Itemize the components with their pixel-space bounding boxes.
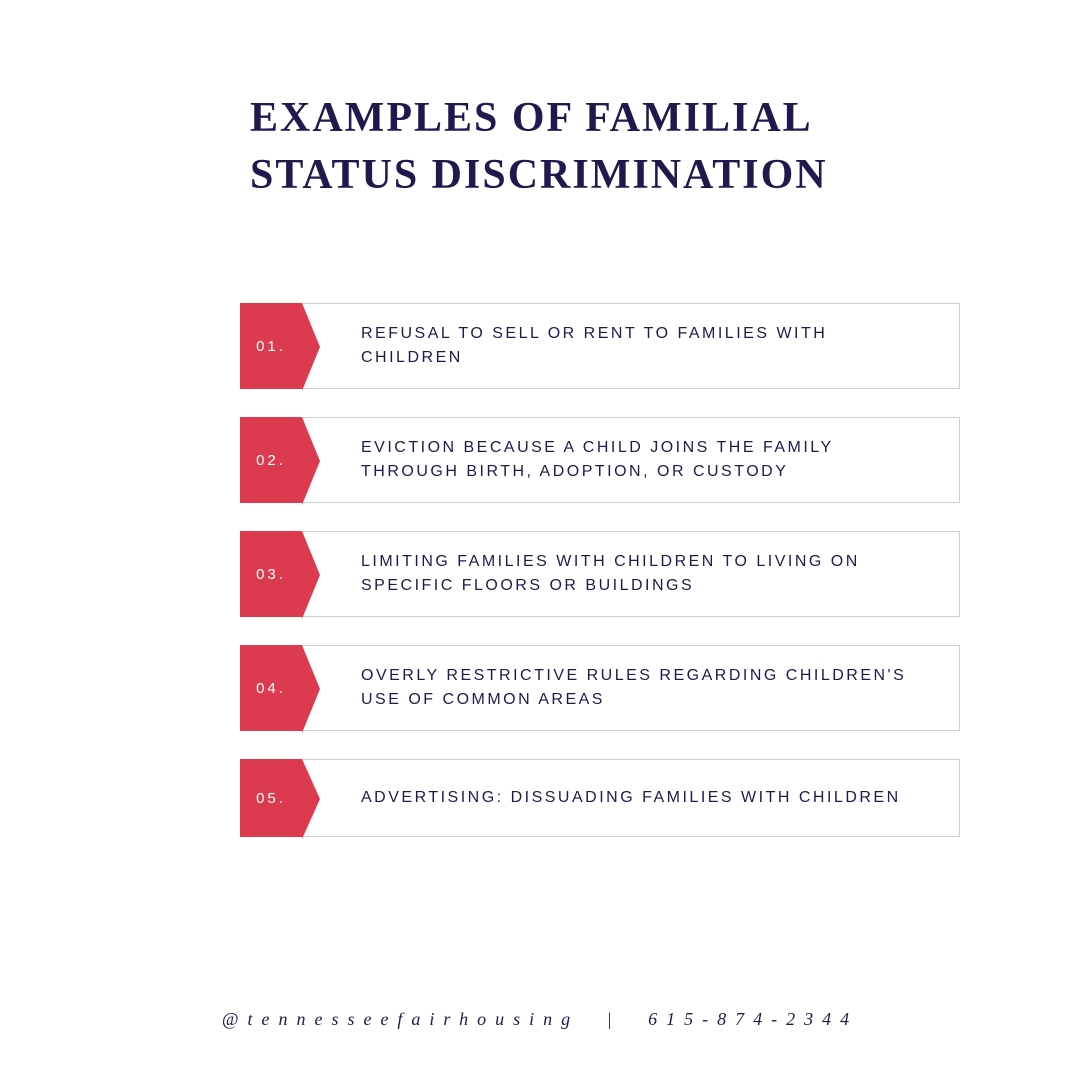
chevron-right-icon	[302, 645, 320, 733]
item-text: EVICTION BECAUSE A CHILD JOINS THE FAMIL…	[361, 436, 929, 484]
list-item: 05. ADVERTISING: DISSUADING FAMILIES WIT…	[240, 759, 960, 837]
chevron-right-icon	[302, 417, 320, 505]
number-label: 03.	[240, 531, 302, 617]
list-item: 01. REFUSAL TO SELL OR RENT TO FAMILIES …	[240, 303, 960, 389]
footer-phone: 615-874-2344	[648, 1009, 858, 1029]
footer-handle: @tennesseefairhousing	[222, 1009, 579, 1029]
number-label: 02.	[240, 417, 302, 503]
item-text: OVERLY RESTRICTIVE RULES REGARDING CHILD…	[361, 664, 929, 712]
page-title: EXAMPLES OF FAMILIAL STATUS DISCRIMINATI…	[110, 90, 970, 203]
chevron-right-icon	[302, 531, 320, 619]
footer: @tennesseefairhousing | 615-874-2344	[0, 1009, 1080, 1030]
chevron-right-icon	[302, 303, 320, 391]
number-label: 05.	[240, 759, 302, 837]
item-text: ADVERTISING: DISSUADING FAMILIES WITH CH…	[361, 786, 901, 810]
number-tag: 02.	[240, 417, 320, 503]
item-text: LIMITING FAMILIES WITH CHILDREN TO LIVIN…	[361, 550, 929, 598]
items-list: 01. REFUSAL TO SELL OR RENT TO FAMILIES …	[110, 303, 970, 837]
item-text: REFUSAL TO SELL OR RENT TO FAMILIES WITH…	[361, 322, 929, 370]
title-line-1: EXAMPLES OF FAMILIAL	[250, 95, 813, 141]
number-label: 01.	[240, 303, 302, 389]
number-tag: 05.	[240, 759, 320, 837]
chevron-right-icon	[302, 759, 320, 839]
footer-separator: |	[607, 1009, 621, 1029]
number-tag: 01.	[240, 303, 320, 389]
number-tag: 04.	[240, 645, 320, 731]
list-item: 04. OVERLY RESTRICTIVE RULES REGARDING C…	[240, 645, 960, 731]
list-item: 03. LIMITING FAMILIES WITH CHILDREN TO L…	[240, 531, 960, 617]
list-item: 02. EVICTION BECAUSE A CHILD JOINS THE F…	[240, 417, 960, 503]
number-tag: 03.	[240, 531, 320, 617]
number-label: 04.	[240, 645, 302, 731]
title-line-2: STATUS DISCRIMINATION	[250, 152, 828, 198]
infographic-container: EXAMPLES OF FAMILIAL STATUS DISCRIMINATI…	[0, 0, 1080, 1080]
